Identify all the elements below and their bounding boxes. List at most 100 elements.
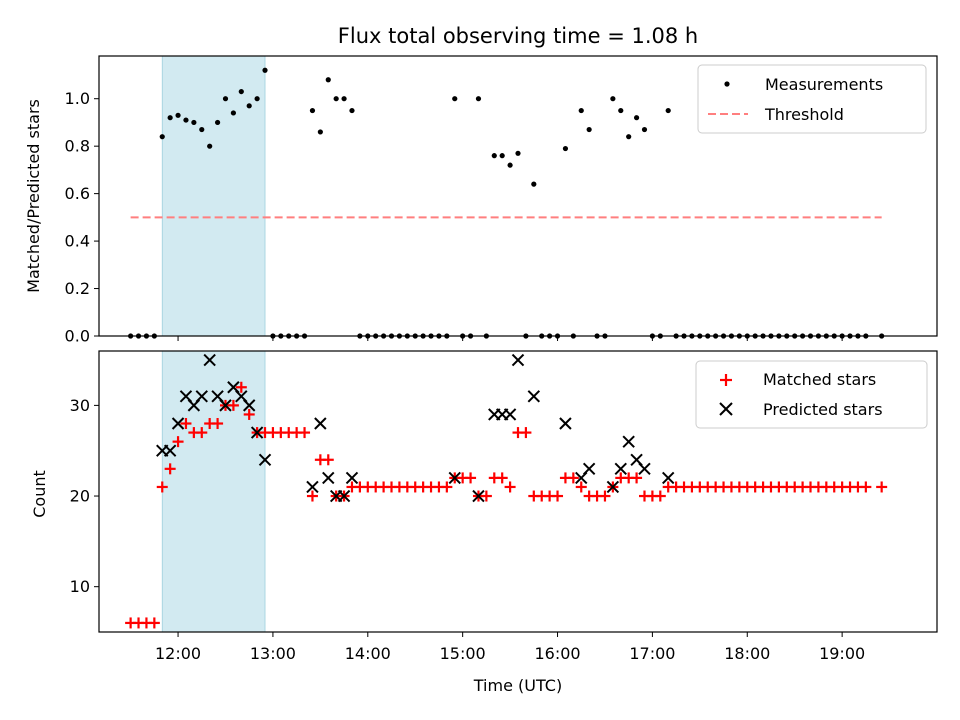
- y-tick-label: 30: [70, 396, 90, 415]
- predicted-star-stroke: [582, 462, 596, 476]
- predicted-star-stroke: [163, 444, 177, 457]
- x-axis-label: Time (UTC): [473, 676, 562, 695]
- predicted-star-stroke: [527, 390, 541, 403]
- predicted-star-point: [582, 462, 596, 476]
- measurement-point: [309, 107, 316, 114]
- predicted-star-stroke: [472, 489, 485, 503]
- bottom-x-axis: 12:00 13:00 14:00 15:00 16:00 17:00 18:00 19:00: [155, 632, 865, 663]
- predicted-star-point: [638, 462, 651, 476]
- bottom-axes-frame: [98, 350, 938, 633]
- predicted-star-stroke: [614, 462, 627, 476]
- measurement-point: [578, 107, 584, 114]
- matched-star-point: [441, 481, 453, 493]
- predicted-star-point: [503, 408, 517, 421]
- measurement-point: [317, 129, 323, 135]
- matched-stars-points: [125, 381, 888, 629]
- predicted-star-stroke: [638, 462, 651, 476]
- measurement-point: [475, 96, 482, 102]
- x-tick-label: 12:00: [155, 644, 201, 663]
- measurement-point: [531, 181, 537, 187]
- measurement-point: [499, 153, 505, 159]
- predicted-stars-points: [156, 353, 675, 503]
- measurement-point: [491, 153, 497, 159]
- measurement-point: [562, 145, 569, 152]
- matched-star-point: [465, 472, 477, 484]
- matched-star-point: [196, 427, 208, 439]
- predicted-star-stroke: [171, 417, 185, 430]
- measurement-point: [610, 96, 616, 102]
- matched-star-point: [876, 481, 888, 493]
- measurement-point: [222, 96, 229, 102]
- measurement-point: [341, 96, 347, 102]
- x-tick-label: 16:00: [534, 644, 580, 663]
- predicted-star-point: [243, 399, 256, 412]
- threshold-legend-label: Threshold: [764, 105, 844, 124]
- measurement-point: [183, 117, 189, 123]
- predicted-star-stroke: [559, 417, 572, 430]
- predicted-star-point: [472, 489, 485, 503]
- predicted-star-point: [606, 480, 620, 494]
- x-tick-label: 18:00: [724, 644, 770, 663]
- matched-star-point: [496, 472, 508, 484]
- y-tick-label: 0.0: [65, 327, 90, 346]
- predicted-star-point: [250, 426, 264, 439]
- predicted-star-point: [314, 417, 327, 430]
- predicted-star-stroke: [503, 408, 517, 421]
- predicted-star-stroke: [448, 471, 461, 485]
- predicted-star-point: [337, 489, 351, 503]
- predicted-star-stroke: [211, 390, 224, 403]
- matched-star-point: [575, 481, 587, 493]
- predicted-star-point: [345, 471, 359, 485]
- predicted-star-stroke: [235, 390, 248, 403]
- matched-star-point: [306, 490, 318, 502]
- measurement-point: [325, 77, 331, 83]
- y-tick-label: 10: [70, 577, 90, 596]
- y-tick-label: 0.2: [65, 279, 90, 298]
- top-y-axis: 0.0 0.2 0.4 0.6 0.8 1.0: [65, 89, 99, 346]
- matched-star-point: [227, 399, 239, 411]
- y-tick-label: 0.4: [65, 232, 90, 251]
- predicted-star-point: [306, 480, 319, 494]
- y-tick-label: 20: [70, 487, 90, 506]
- shaded-time-span: [161, 350, 266, 633]
- x-tick-label: 13:00: [250, 644, 296, 663]
- matched-star-point: [520, 427, 532, 439]
- predicted-star-stroke: [314, 417, 327, 430]
- predicted-star-stroke: [250, 426, 264, 439]
- matched-star-point: [322, 454, 334, 466]
- bottom-legend-box: [695, 360, 928, 429]
- measurement-point: [665, 107, 671, 114]
- measurement-point: [214, 119, 221, 126]
- predicted-star-stroke: [195, 390, 208, 403]
- predicted-star-point: [511, 353, 525, 367]
- bottom-y-axis: 10 20 30: [70, 396, 99, 596]
- predicted-star-stroke: [203, 353, 216, 367]
- matched-star-point: [504, 481, 516, 493]
- predicted-star-stroke: [322, 471, 335, 485]
- top-y-axis-label: Matched/Predicted stars: [24, 99, 43, 293]
- matched-star-point: [156, 481, 168, 493]
- matched-star-point: [212, 418, 224, 430]
- predicted-star-stroke: [227, 381, 240, 394]
- measurement-point: [641, 126, 648, 133]
- y-tick-label: 1.0: [65, 89, 90, 108]
- predicted-star-stroke: [219, 399, 232, 412]
- predicted-star-point: [171, 417, 185, 430]
- measurement-point: [199, 126, 205, 133]
- measurement-point: [507, 162, 513, 168]
- predicted-star-stroke: [511, 353, 525, 367]
- top-x-axis: [177, 336, 843, 341]
- predicted-star-point: [614, 462, 627, 476]
- predicted-star-point: [622, 435, 635, 448]
- matched-star-point: [860, 481, 872, 493]
- measurement-point: [349, 107, 355, 114]
- measurement-point: [159, 134, 165, 140]
- x-tick-label: 17:00: [629, 644, 675, 663]
- y-tick-label: 0.6: [65, 184, 90, 203]
- measurement-point: [167, 115, 173, 121]
- measurement-point: [333, 96, 339, 102]
- matched-legend-label: Matched stars: [763, 370, 876, 389]
- predicted-star-stroke: [243, 399, 256, 412]
- predicted-star-point: [195, 390, 208, 403]
- matched-star-point: [480, 490, 492, 502]
